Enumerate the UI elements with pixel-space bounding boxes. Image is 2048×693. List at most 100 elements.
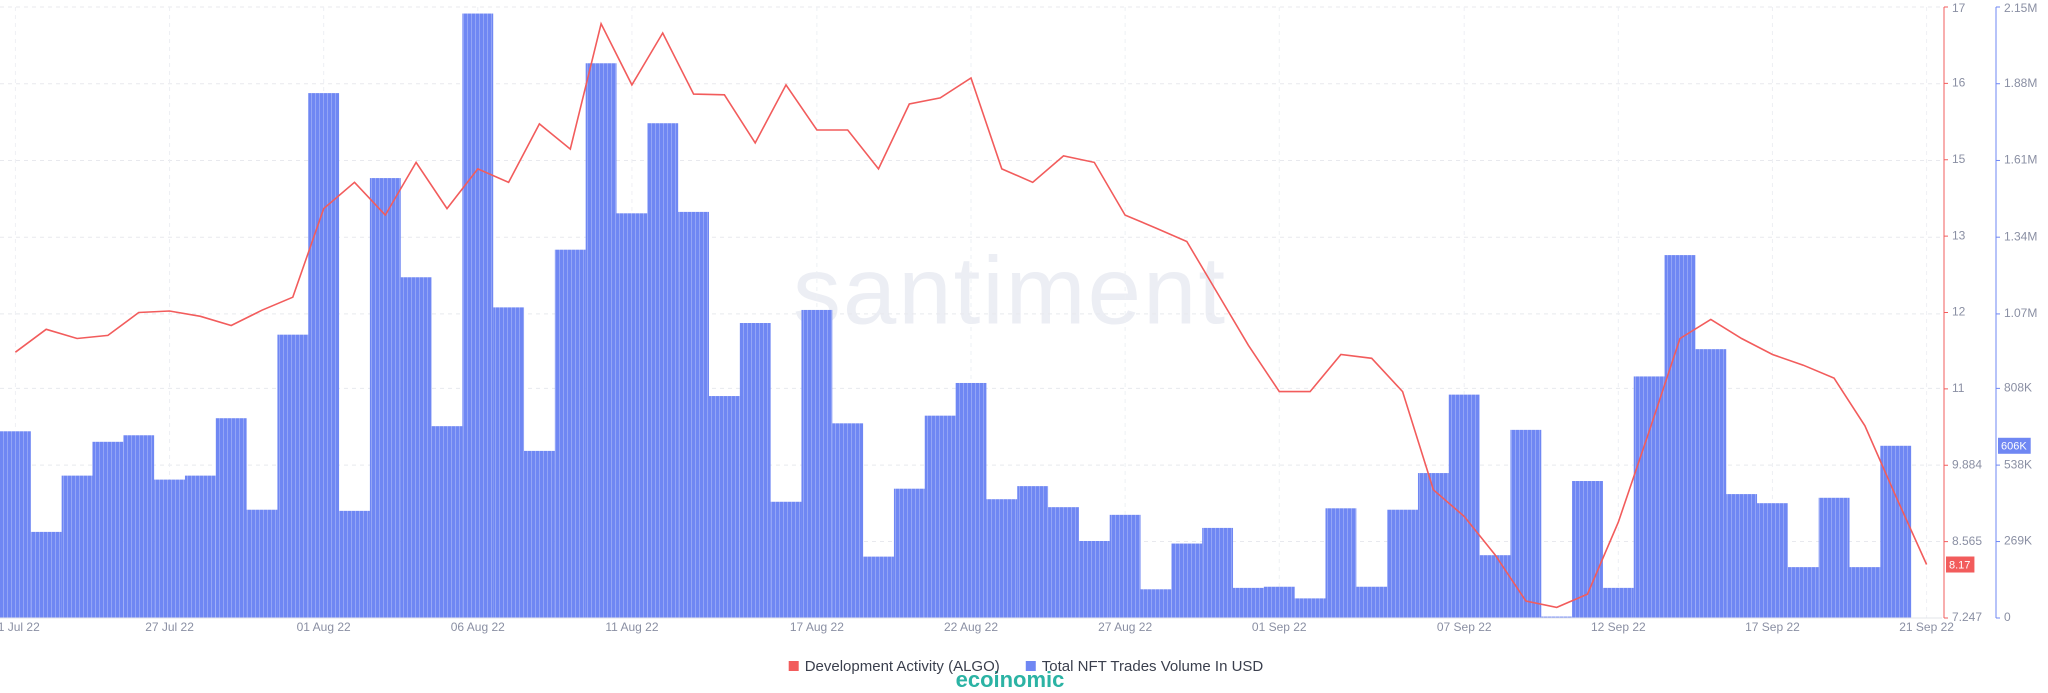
bar [1849,567,1881,618]
y-tick-label: 16 [1952,76,1966,90]
bar [955,382,987,618]
bar [369,178,401,618]
y2-tick-label: 808K [2004,381,2032,395]
bar [1541,616,1573,618]
bar [1325,508,1357,618]
bar [678,211,709,618]
bar [616,213,648,618]
bar [92,441,124,618]
y-tick-label: 12 [1952,305,1966,319]
bar [1633,376,1665,618]
bar [1448,394,1480,618]
bar [0,431,31,618]
bar [154,479,185,618]
y2-tick-label: 1.88M [2004,76,2037,90]
y2-tick-label: 2.15M [2004,1,2037,15]
bar [1417,473,1449,618]
bar [1695,349,1727,618]
bar [1109,514,1141,618]
legend-swatch [788,661,799,671]
bar [1078,540,1110,618]
bar [739,323,771,618]
y-tick-label: 15 [1952,152,1966,166]
bar [339,510,370,618]
bar [1818,497,1850,618]
watermark: santiment [793,237,1227,344]
legend-swatch [1025,661,1036,671]
bar [1602,587,1634,618]
x-tick-label: 21 Sep 22 [1899,620,1954,634]
bar [1356,586,1388,618]
bar-value-flag-box [1998,437,2031,454]
y2-tick-label: 1.61M [2004,153,2037,167]
x-tick-label: 27 Jul 22 [145,620,194,634]
y2-tick-label: 0 [2004,610,2011,624]
y-tick-label: 9.884 [1952,457,1982,471]
bar [801,309,833,618]
bar [308,93,340,618]
y-tick-label: 11 [1952,381,1965,395]
x-tick-label: 21 Jul 22 [0,620,40,634]
y-tick-label: 13 [1952,228,1966,242]
bar [246,509,278,618]
bar [1017,486,1049,618]
bar [184,475,216,618]
y-tick-label: 7.247 [1952,610,1982,624]
line-value-flag-box [1946,556,1975,573]
bar [832,423,864,618]
y2-tick-label: 1.34M [2004,229,2037,243]
line-value-flag: 8.17 [1946,556,1975,573]
bar [554,249,586,618]
bar [431,426,463,618]
bar [863,556,894,618]
bar [647,123,679,619]
bar [1233,587,1264,618]
x-tick-label: 12 Sep 22 [1591,620,1646,634]
bar [1572,481,1603,618]
bar [30,531,62,618]
bar [1387,509,1418,618]
x-tick-label: 22 Aug 22 [944,620,998,634]
bar [1479,555,1511,618]
bar [400,277,432,618]
bar [1510,429,1542,618]
bar [1757,503,1788,618]
bar [1171,543,1203,618]
legend-label: Total NFT Trades Volume In USD [1042,658,1264,675]
y2-tick-label: 269K [2004,534,2032,548]
y-tick-label: 8.565 [1952,534,1982,548]
bar-value-flag: 606K [1998,437,2031,454]
x-tick-label: 06 Aug 22 [451,620,505,634]
bar [1263,586,1295,618]
bar [893,488,925,618]
line [14,21,1928,609]
bar [524,450,555,618]
bar [1294,598,1326,618]
x-tick-label: 01 Aug 22 [297,620,351,634]
bar [986,499,1018,618]
legend: Development Activity (ALGO) Total NFT Tra… [788,658,1264,675]
bar [61,475,93,618]
bar [493,307,525,618]
bar [123,435,155,618]
bar [1726,494,1758,618]
bar [1140,589,1172,618]
x-tick-label: 07 Sep 22 [1437,620,1492,634]
y2-tick-label: 1.07M [2004,306,2037,320]
bar [1787,567,1819,618]
y-tick-label: 17 [1952,1,1966,15]
bar [770,501,802,618]
x-tick-label: 01 Sep 22 [1252,620,1307,634]
x-tick-label: 27 Aug 22 [1098,620,1152,634]
bar [708,396,740,618]
line-value-flag-text: 8.17 [1949,559,1970,571]
bar [585,63,617,618]
bar [215,418,247,618]
x-tick-label: 17 Aug 22 [790,620,844,634]
legend-label: Development Activity (ALGO) [805,658,1000,675]
brand: ecoinomic [956,667,1065,692]
y2-tick-label: 538K [2004,457,2032,471]
x-tick-label: 17 Sep 22 [1745,620,1800,634]
bar [924,415,956,618]
